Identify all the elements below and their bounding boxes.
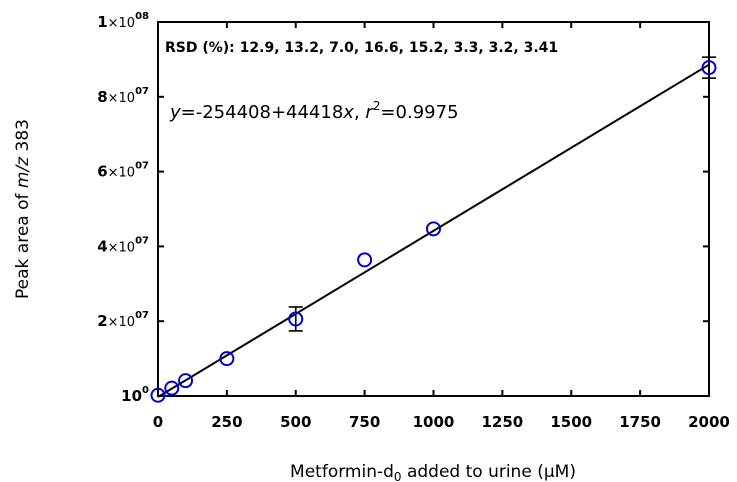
y-tick-label: 2×1007 [97, 310, 149, 330]
fit-layer [157, 63, 710, 398]
data-point [178, 373, 194, 389]
data-point [357, 252, 373, 268]
plot-border [157, 21, 710, 397]
data-points [150, 60, 717, 403]
x-tick-label: 500 [280, 413, 311, 431]
y-axis-title: Peak area of m/z 383 [13, 119, 33, 299]
fit-equation: y=-254408+44418x, r2=0.9975 [169, 99, 459, 123]
x-tick-label: 2000 [688, 413, 730, 431]
data-point [164, 380, 180, 396]
data-point [701, 60, 717, 76]
y-tick-label: 1×1008 [97, 11, 149, 31]
y-axis: 100 2×1007 4×1007 6×1007 8×1007 1×1008 [97, 11, 709, 405]
fit-line [157, 63, 710, 398]
y-tick-label: 4×1007 [97, 235, 149, 255]
x-tick-label: 1250 [482, 413, 524, 431]
y-tick-label: 6×1007 [97, 161, 149, 181]
data-point [288, 311, 304, 327]
rsd-annotation: RSD (%): 12.9, 13.2, 7.0, 16.6, 15.2, 3.… [165, 40, 558, 56]
data-point [150, 387, 166, 403]
x-tick-label: 1750 [619, 413, 661, 431]
y-tick-label: 100 [121, 385, 149, 405]
x-tick-label: 750 [349, 413, 380, 431]
x-axis: 0 250 500 750 1000 1250 1500 1750 2000 [153, 22, 730, 431]
x-tick-label: 1000 [413, 413, 455, 431]
plot-frame [157, 21, 710, 397]
data-point [219, 351, 235, 367]
data-point [426, 221, 441, 237]
y-tick-label: 8×1007 [97, 86, 149, 106]
x-tick-label: 1500 [550, 413, 592, 431]
x-tick-label: 250 [211, 413, 242, 431]
x-tick-label: 0 [153, 413, 163, 431]
x-axis-title: Metformin-d0 added to urine (µM) [290, 462, 576, 482]
